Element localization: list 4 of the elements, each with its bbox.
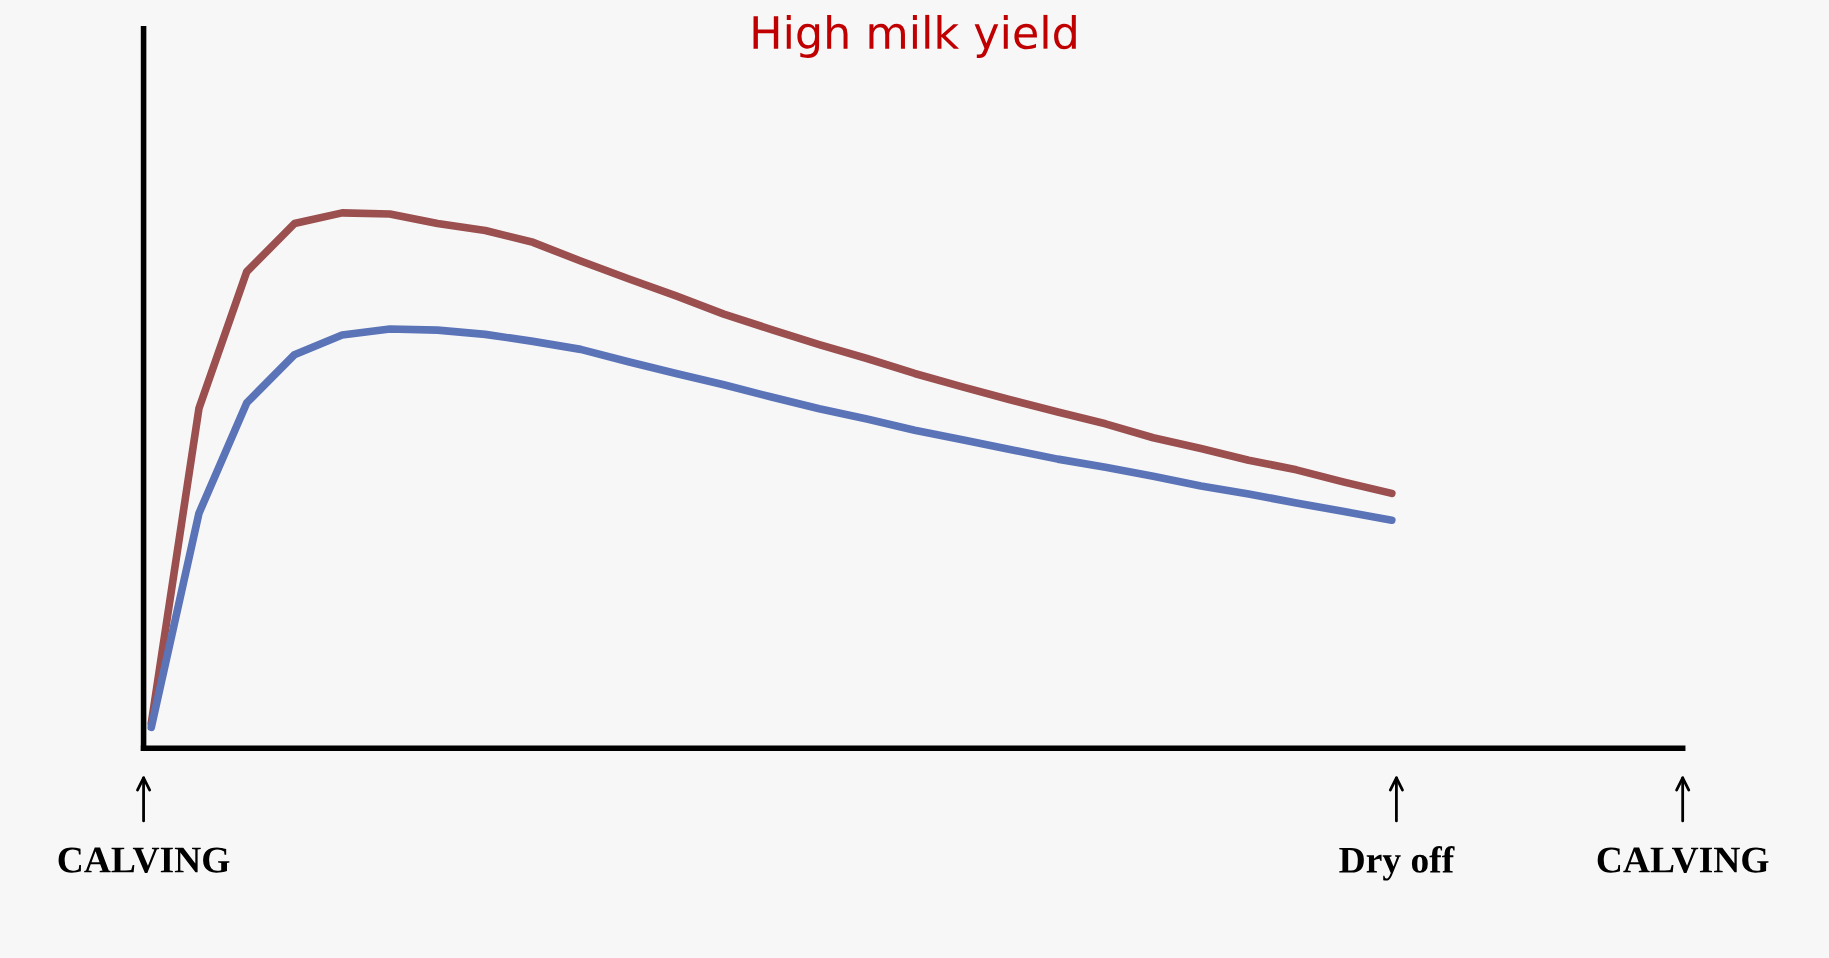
text: Dry off <box>1339 846 1455 881</box>
text: CALVING <box>1597 847 1769 873</box>
chart-title: High milk yield <box>753 14 1076 58</box>
text: CALVING <box>58 847 230 873</box>
